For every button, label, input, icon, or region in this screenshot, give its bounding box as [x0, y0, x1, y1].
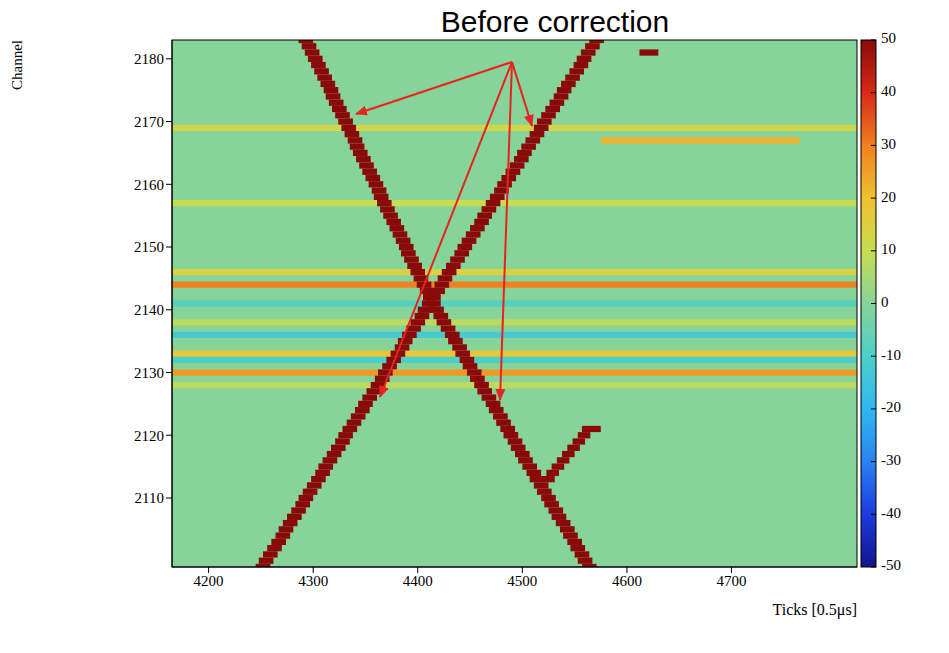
svg-text:2180: 2180	[134, 51, 164, 67]
svg-text:4500: 4500	[507, 573, 537, 589]
svg-text:2130: 2130	[134, 365, 164, 381]
svg-text:Ticks [0.5μs]: Ticks [0.5μs]	[773, 601, 857, 619]
svg-text:0: 0	[881, 294, 889, 310]
svg-text:-30: -30	[881, 452, 901, 468]
svg-text:2110: 2110	[135, 490, 164, 506]
svg-text:4300: 4300	[298, 573, 328, 589]
svg-text:20: 20	[881, 189, 896, 205]
svg-text:4200: 4200	[194, 573, 224, 589]
svg-text:2150: 2150	[134, 239, 164, 255]
svg-text:10: 10	[881, 241, 896, 257]
svg-text:Before correction: Before correction	[441, 5, 669, 38]
svg-text:30: 30	[881, 136, 896, 152]
svg-text:-50: -50	[881, 557, 901, 573]
svg-text:2170: 2170	[134, 114, 164, 130]
svg-text:2160: 2160	[134, 177, 164, 193]
svg-text:Channel: Channel	[9, 40, 25, 90]
svg-text:4400: 4400	[403, 573, 433, 589]
svg-text:40: 40	[881, 83, 896, 99]
svg-text:4600: 4600	[612, 573, 642, 589]
svg-text:2120: 2120	[134, 428, 164, 444]
svg-text:-10: -10	[881, 347, 901, 363]
svg-text:50: 50	[881, 30, 896, 46]
svg-text:4700: 4700	[717, 573, 747, 589]
svg-text:2140: 2140	[134, 302, 164, 318]
svg-text:-20: -20	[881, 399, 901, 415]
svg-text:-40: -40	[881, 505, 901, 521]
